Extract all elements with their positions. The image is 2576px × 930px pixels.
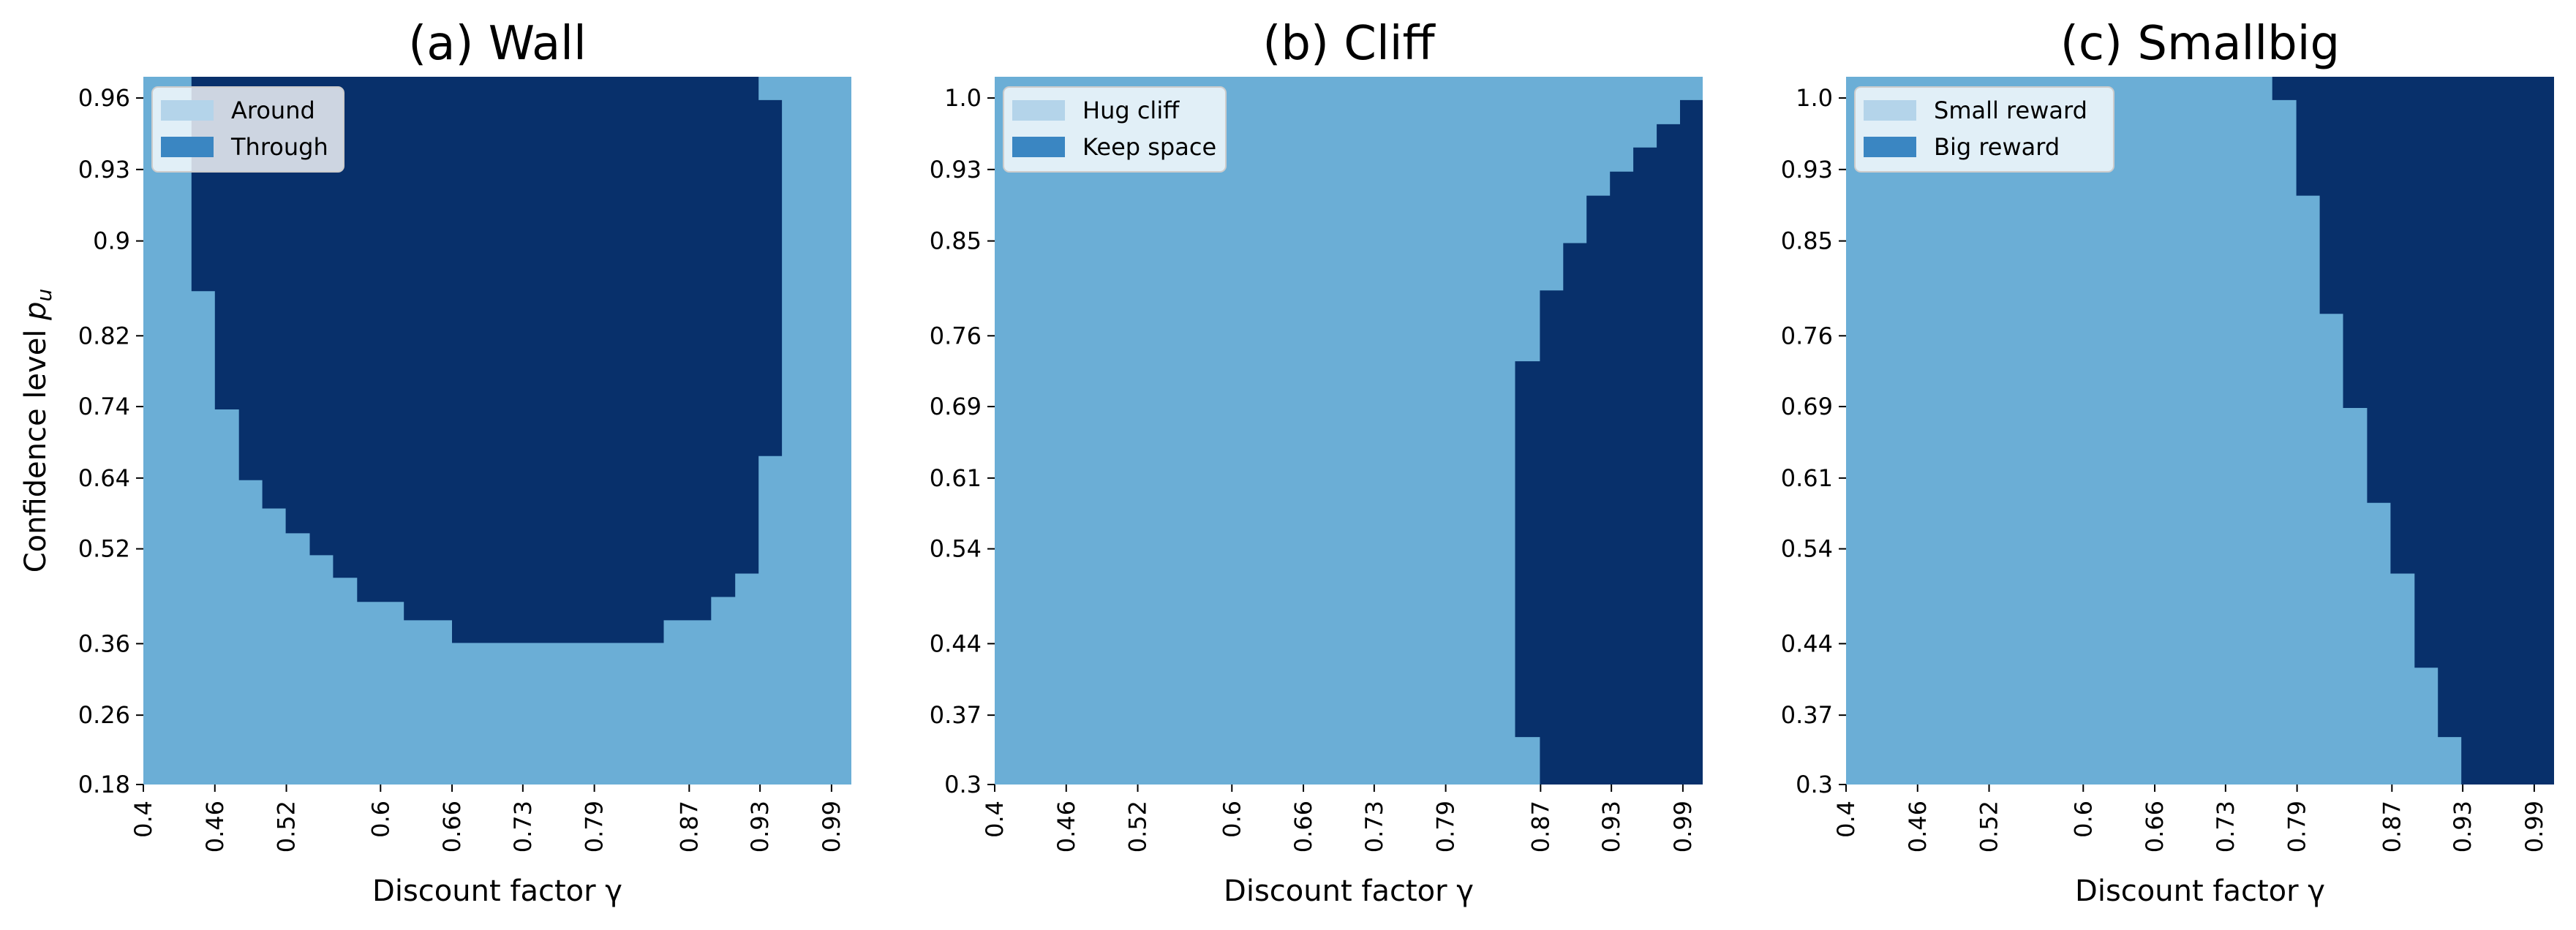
x-tick-label: 0.4 xyxy=(1832,801,1860,838)
x-tick-label: 0.79 xyxy=(581,801,609,852)
x-tick-label: 0.6 xyxy=(2069,801,2097,838)
x-tick-label: 0.66 xyxy=(1289,801,1317,852)
x-tick-label: 0.99 xyxy=(2520,801,2548,852)
y-tick-label: 0.69 xyxy=(1781,393,1833,420)
y-tick-label: 0.9 xyxy=(93,227,130,255)
x-tick-label: 0.73 xyxy=(1360,801,1388,852)
y-tick-label: 0.93 xyxy=(78,156,130,184)
y-tick-label: 0.76 xyxy=(930,322,982,349)
legend-label: Keep space xyxy=(1082,133,1216,161)
y-tick-label: 0.74 xyxy=(78,393,130,420)
legend-swatch xyxy=(1864,100,1916,121)
x-tick-label: 0.99 xyxy=(1669,801,1697,852)
x-tick-label: 0.46 xyxy=(1052,801,1080,852)
y-tick-label: 0.69 xyxy=(930,393,982,420)
x-tick-label: 0.6 xyxy=(1218,801,1246,838)
y-tick-label: 0.52 xyxy=(78,535,130,563)
legend-label: Small reward xyxy=(1934,97,2087,124)
y-tick-label: 0.18 xyxy=(78,771,130,798)
y-tick-label: 0.96 xyxy=(78,84,130,112)
legend-swatch xyxy=(1012,137,1065,157)
y-tick-label: 0.36 xyxy=(78,630,130,657)
y-tick-label: 0.61 xyxy=(930,464,982,492)
y-tick-label: 0.85 xyxy=(1781,227,1833,255)
x-axis-label: Discount factor γ xyxy=(2075,874,2325,908)
x-tick-label: 0.87 xyxy=(675,801,703,852)
panel-3: 0.4 0.46 0.52 0.6 0.66 0.73 0.79 0.87 0.93 0.99 1.… xyxy=(1781,17,2554,908)
x-tick-label: 0.52 xyxy=(1124,801,1152,852)
x-tick-label: 0.52 xyxy=(1976,801,2003,852)
x-tick-label: 0.99 xyxy=(818,801,846,852)
x-axis-label: Discount factor γ xyxy=(372,874,622,908)
x-tick-label: 0.4 xyxy=(129,801,157,838)
y-tick-label: 0.44 xyxy=(930,630,982,657)
x-tick-label: 0.87 xyxy=(1526,801,1554,852)
y-tick-label: 1.0 xyxy=(1796,84,1833,112)
x-tick-label: 0.79 xyxy=(1432,801,1460,852)
y-tick-label: 0.61 xyxy=(1781,464,1833,492)
legend-swatch xyxy=(161,100,214,121)
y-tick-label: 0.64 xyxy=(78,464,130,492)
x-tick-label: 0.93 xyxy=(746,801,774,852)
dark-region xyxy=(2272,77,2554,785)
x-tick-label: 0.6 xyxy=(366,801,394,838)
panel-title: (c) Smallbig xyxy=(2060,17,2340,71)
legend-box xyxy=(1854,86,2114,173)
y-tick-label: 0.93 xyxy=(1781,156,1833,184)
panel-title: (b) Cliff xyxy=(1262,17,1436,71)
y-tick-label: 0.37 xyxy=(930,701,982,729)
y-tick-label: 1.0 xyxy=(944,84,982,112)
y-tick-label: 0.3 xyxy=(1796,771,1833,798)
panel-title: (a) Wall xyxy=(408,17,586,71)
dark-region xyxy=(1515,99,1703,785)
x-tick-label: 0.66 xyxy=(438,801,466,852)
panel-1: 0.4 0.46 0.52 0.6 0.66 0.73 0.79 0.87 0.93 0.99 0.… xyxy=(19,17,851,908)
x-tick-label: 0.93 xyxy=(1597,801,1625,852)
y-tick-label: 0.37 xyxy=(1781,701,1833,729)
legend-swatch xyxy=(161,137,214,157)
y-tick-label: 0.54 xyxy=(930,535,982,563)
x-tick-label: 0.46 xyxy=(201,801,229,852)
x-tick-label: 0.73 xyxy=(2212,801,2240,852)
panel-2: 0.4 0.46 0.52 0.6 0.66 0.73 0.79 0.87 0.93 0.99 1.… xyxy=(930,17,1703,908)
x-tick-label: 0.73 xyxy=(509,801,537,852)
legend-label: Around xyxy=(231,97,315,124)
y-tick-label: 0.44 xyxy=(1781,630,1833,657)
x-tick-label: 0.93 xyxy=(2449,801,2477,852)
y-axis-label: Confidence level pu xyxy=(19,289,56,573)
y-tick-label: 0.26 xyxy=(78,701,130,729)
y-tick-label: 0.82 xyxy=(78,322,130,349)
legend-label: Through xyxy=(230,133,328,161)
x-tick-label: 0.52 xyxy=(273,801,301,852)
y-tick-label: 0.54 xyxy=(1781,535,1833,563)
legend-swatch xyxy=(1864,137,1916,157)
x-tick-label: 0.79 xyxy=(2283,801,2311,852)
y-tick-label: 0.93 xyxy=(930,156,982,184)
y-tick-label: 0.85 xyxy=(930,227,982,255)
legend-label: Big reward xyxy=(1934,133,2060,161)
x-tick-label: 0.4 xyxy=(981,801,1009,838)
y-tick-label: 0.76 xyxy=(1781,322,1833,349)
dark-region xyxy=(191,77,783,643)
legend-label: Hug cliff xyxy=(1082,97,1180,124)
x-tick-label: 0.46 xyxy=(1904,801,1932,852)
x-tick-label: 0.87 xyxy=(2378,801,2406,852)
x-axis-label: Discount factor γ xyxy=(1224,874,1474,908)
y-tick-label: 0.3 xyxy=(944,771,982,798)
x-tick-label: 0.66 xyxy=(2141,801,2169,852)
legend-swatch xyxy=(1012,100,1065,121)
